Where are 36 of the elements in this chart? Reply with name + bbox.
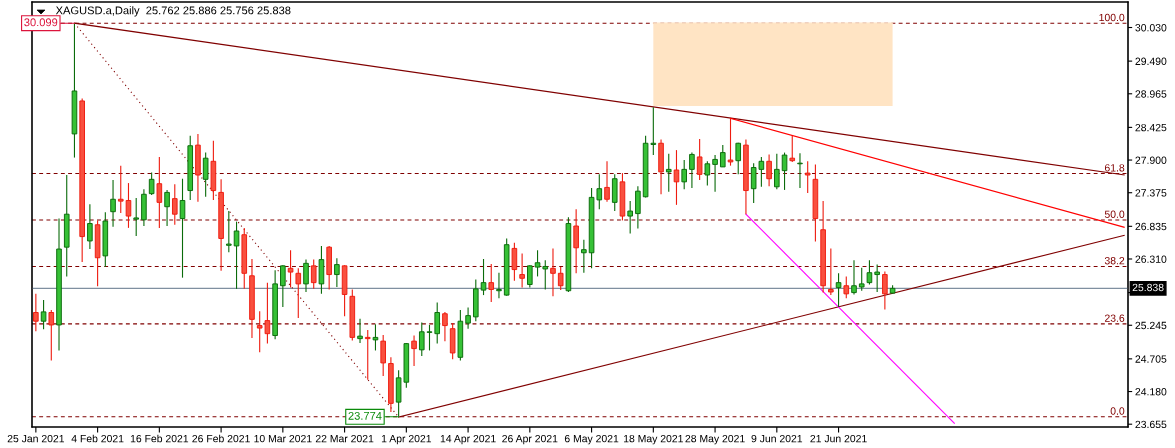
x-tick-label: 28 May 2021 [685,434,745,445]
x-tick-label: 18 May 2021 [624,434,683,445]
ref-line-label: 61.8 [1104,164,1125,172]
y-tick-label: 26.310 [1135,255,1167,263]
x-tick-label: 25 Jan 2021 [7,434,65,443]
annotation: 23.774 [348,411,382,420]
x-tick-label: 26 Feb 2021 [192,434,250,443]
x-tick-label: 6 May 2021 [564,434,619,445]
y-tick-label: 27.375 [1135,189,1167,197]
ref-line-label: 25.838 [1132,283,1164,292]
x-tick-label: 21 Jun 2021 [810,434,867,443]
y-tick-label: 27.900 [1135,156,1167,164]
y-tick-label: 26.835 [1135,222,1167,231]
chart-title: XAGUSD.a,Daily 25.762 25.886 25.756 25.838 [55,6,291,17]
x-tick-label: 10 Mar 2021 [254,434,312,443]
x-tick-label: 4 Feb 2021 [71,434,124,443]
ref-line-label: 23.6 [1104,314,1125,322]
ref-line-label: 38.2 [1104,257,1125,265]
y-tick-label: 29.490 [1135,57,1167,65]
x-tick-label: 16 Feb 2021 [130,434,189,443]
annotation: 30.099 [24,18,58,27]
x-tick-label: 9 Jun 2021 [751,434,803,443]
y-tick-label: 23.655 [1135,420,1167,429]
y-tick-label: 28.425 [1135,123,1167,132]
ref-line-label: 0.0 [1110,407,1125,415]
y-tick-label: 24.705 [1135,355,1167,363]
ref-line-label: 50.0 [1104,210,1125,218]
y-tick-label: 24.180 [1135,388,1167,396]
ref-line-label: 100.0 [1099,13,1125,22]
y-tick-label: 28.965 [1135,90,1167,98]
y-tick-label: 30.030 [1135,24,1167,32]
x-tick-label: 14 Apr 2021 [440,434,496,445]
y-tick-label: 25.245 [1135,321,1167,330]
x-tick-label: 26 Apr 2021 [502,434,558,445]
x-tick-label: 22 Mar 2021 [315,434,374,443]
x-tick-label: 1 Apr 2021 [381,434,432,445]
